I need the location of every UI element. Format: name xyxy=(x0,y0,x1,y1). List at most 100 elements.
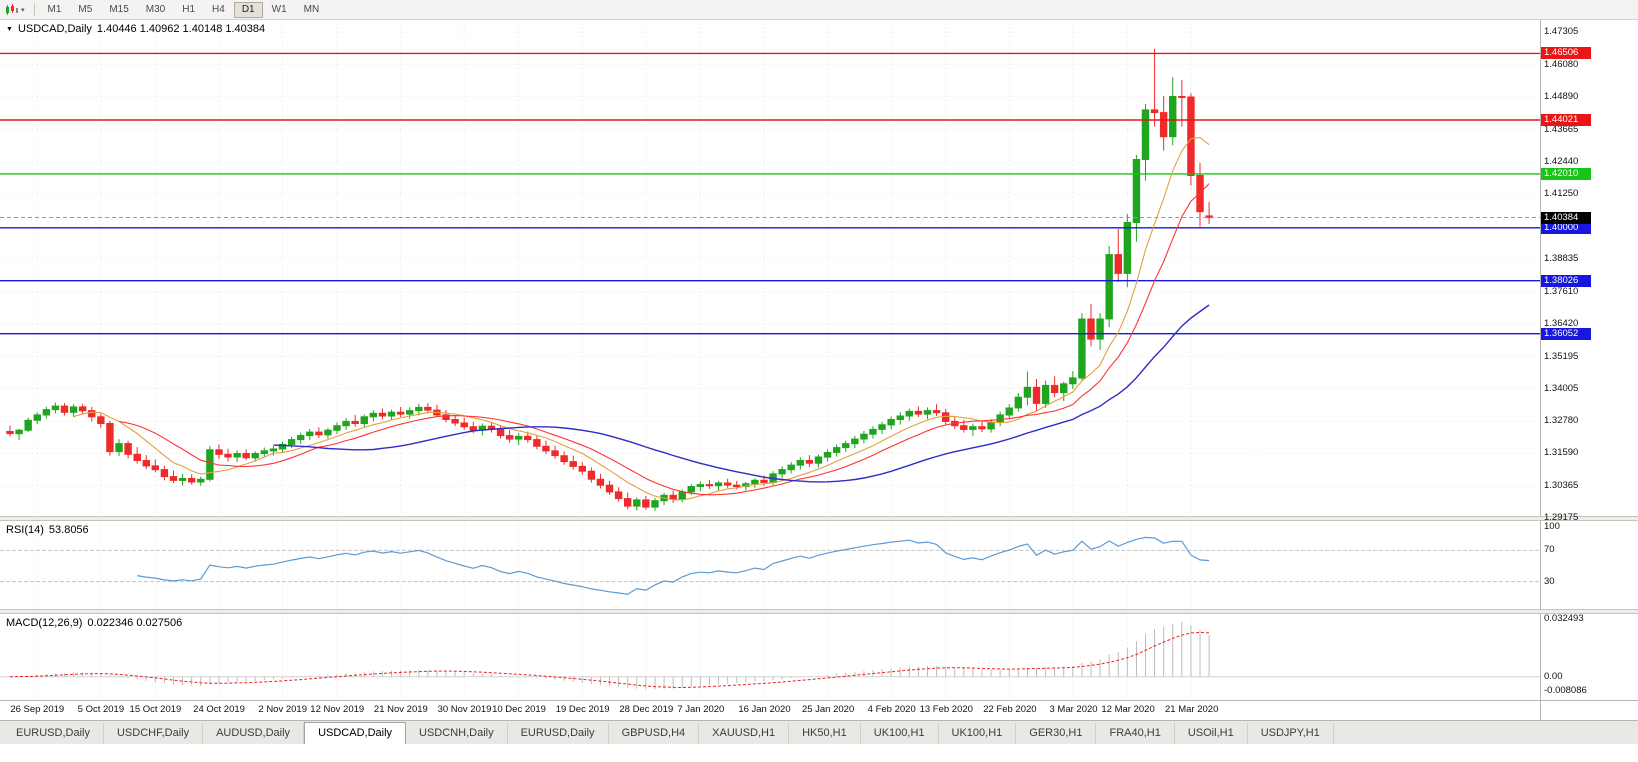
date-axis[interactable]: 26 Sep 2019 5 Oct 2019 15 Oct 2019 24 Oct 2… xyxy=(0,700,1638,720)
axis-tick-label: 1.47305 xyxy=(1544,26,1579,37)
price-line-badge: 1.44021 xyxy=(1541,114,1591,127)
macd-plot[interactable]: MACD(12,26,9) 0.022346 0.027506 xyxy=(0,614,1540,700)
rsi-chart-canvas[interactable] xyxy=(0,521,1540,609)
macd-chart-canvas[interactable] xyxy=(0,614,1540,700)
chart-tab[interactable]: EURUSD,Daily xyxy=(508,723,609,744)
date-tick-label: 12 Nov 2019 xyxy=(310,704,365,715)
macd-indicator-name: MACD(12,26,9) xyxy=(6,617,83,629)
date-tick-label: 4 Feb 2020 xyxy=(867,704,916,715)
candlestick-chart-canvas[interactable] xyxy=(0,20,1540,516)
timeframe-button-group: M1 M5 M15 M30 H1 H4 D1 W1 MN xyxy=(40,1,328,18)
rsi-indicator-name: RSI(14) xyxy=(6,524,44,536)
chart-context-icon[interactable]: ▼ xyxy=(6,25,13,33)
date-tick-label: 30 Nov 2019 xyxy=(437,704,492,715)
date-tick-label: 15 Oct 2019 xyxy=(129,704,182,715)
dropdown-caret-icon[interactable]: ▾ xyxy=(21,6,25,14)
price-line-badge: 1.42010 xyxy=(1541,167,1591,180)
date-tick-label: 3 Mar 2020 xyxy=(1049,704,1098,715)
axis-tick-label: 1.42440 xyxy=(1544,156,1579,168)
date-axis-labels[interactable]: 26 Sep 2019 5 Oct 2019 15 Oct 2019 24 Oct 2… xyxy=(0,701,1540,720)
price-line-badge: 1.40000 xyxy=(1541,221,1591,234)
axis-tick-label: 100 xyxy=(1544,521,1560,532)
axis-tick-label: 1.32780 xyxy=(1544,415,1579,427)
timeframe-button-H1[interactable]: H1 xyxy=(182,3,196,15)
chart-tab[interactable]: USDCAD,Daily xyxy=(304,722,407,745)
chart-tab[interactable]: GER30,H1 xyxy=(1016,723,1097,744)
date-tick-label: 22 Feb 2020 xyxy=(983,704,1037,715)
date-tick-label: 16 Jan 2020 xyxy=(738,704,791,715)
timeframe-toolbar: ▾ M1 M5 M15 M30 H1 H4 D1 W1 MN xyxy=(0,0,1638,20)
axis-tick-label: 1.44890 xyxy=(1544,90,1579,102)
chart-tab[interactable]: USDCNH,Daily xyxy=(406,723,508,744)
rsi-panel: RSI(14) 53.8056 100 70 30 xyxy=(0,521,1638,609)
chart-tab[interactable]: USOil,H1 xyxy=(1175,723,1248,744)
macd-axis[interactable]: 0.032493 0.00 -0.008086 xyxy=(1540,614,1638,700)
date-tick-label: 28 Dec 2019 xyxy=(619,704,674,715)
chart-tab[interactable]: FRA40,H1 xyxy=(1096,723,1175,744)
timeframe-button-H4[interactable]: H4 xyxy=(212,3,225,15)
axis-tick-label: 1.36420 xyxy=(1544,317,1579,329)
date-tick-label: 2 Nov 2019 xyxy=(258,704,307,715)
axis-tick-label: 1.31590 xyxy=(1544,447,1579,459)
axis-tick-label: 0.032493 xyxy=(1544,613,1584,624)
macd-label: MACD(12,26,9) 0.022346 0.027506 xyxy=(6,617,182,629)
axis-tick-label: 1.34005 xyxy=(1544,382,1579,394)
chart-ohlc-values: 1.40446 1.40962 1.40148 1.40384 xyxy=(96,23,266,35)
chart-tab[interactable]: GBPUSD,H4 xyxy=(609,723,700,744)
date-axis-corner xyxy=(1540,701,1638,720)
chart-tab[interactable]: USDJPY,H1 xyxy=(1248,723,1334,744)
price-line-badge: 1.40384 xyxy=(1541,211,1591,224)
panel-splitter[interactable] xyxy=(0,609,1638,614)
timeframe-button-M30[interactable]: M30 xyxy=(145,3,166,15)
timeframe-button-M5[interactable]: M5 xyxy=(78,3,93,15)
date-tick-label: 7 Jan 2020 xyxy=(677,704,725,715)
date-tick-label: 21 Mar 2020 xyxy=(1165,704,1219,715)
price-line-badge: 1.46506 xyxy=(1541,47,1591,60)
chart-symbol-label: USDCAD,Daily xyxy=(17,23,92,35)
chart-type-icon[interactable] xyxy=(4,3,20,17)
timeframe-button-M15[interactable]: M15 xyxy=(109,3,129,15)
panel-splitter[interactable] xyxy=(0,516,1638,521)
chart-tab[interactable]: AUDUSD,Daily xyxy=(203,723,305,744)
price-axis[interactable]: 1.47305 1.46080 1.44890 1.43665 1.42440 1.412… xyxy=(1540,20,1638,523)
macd-indicator-values: 0.022346 0.027506 xyxy=(87,617,183,629)
axis-tick-label: 1.46080 xyxy=(1544,58,1579,70)
date-tick-label: 10 Dec 2019 xyxy=(492,704,546,715)
rsi-axis[interactable]: 100 70 30 xyxy=(1540,521,1638,609)
date-tick-label: 5 Oct 2019 xyxy=(77,704,125,715)
date-tick-label: 21 Nov 2019 xyxy=(373,704,428,715)
timeframe-button-MN[interactable]: MN xyxy=(303,3,320,15)
price-line-badge: 1.38026 xyxy=(1541,274,1591,287)
axis-tick-label: 70 xyxy=(1544,544,1555,556)
axis-tick-label: 1.37610 xyxy=(1544,285,1579,297)
macd-panel: MACD(12,26,9) 0.022346 0.027506 0.032493… xyxy=(0,614,1638,700)
chart-tab[interactable]: HK50,H1 xyxy=(789,723,861,744)
chart-tab[interactable]: UK100,H1 xyxy=(861,723,939,744)
date-tick-label: 19 Dec 2019 xyxy=(555,704,610,715)
timeframe-button-D1[interactable]: D1 xyxy=(233,1,263,18)
chart-tab[interactable]: EURUSD,Daily xyxy=(3,723,104,744)
axis-tick-label: 1.38835 xyxy=(1544,253,1579,265)
chart-tab[interactable]: UK100,H1 xyxy=(939,723,1017,744)
date-tick-label: 24 Oct 2019 xyxy=(193,704,245,715)
axis-tick-label: -0.008086 xyxy=(1544,685,1587,696)
toolbar-separator xyxy=(33,3,35,16)
timeframe-button-W1[interactable]: W1 xyxy=(271,3,287,15)
price-chart-panel: ▼ USDCAD,Daily 1.40446 1.40962 1.40148 1… xyxy=(0,20,1638,523)
axis-tick-label: 1.43665 xyxy=(1544,123,1579,135)
axis-tick-label: 30 xyxy=(1544,575,1555,587)
chart-tabs-bar: EURUSD,Daily USDCHF,Daily AUDUSD,Daily USDC… xyxy=(0,720,1638,745)
bottom-filler xyxy=(0,744,1638,762)
chart-tab[interactable]: USDCHF,Daily xyxy=(104,723,204,744)
chart-title: ▼ USDCAD,Daily 1.40446 1.40962 1.40148 1… xyxy=(6,23,265,35)
date-tick-label: 13 Feb 2020 xyxy=(919,704,973,715)
axis-tick-label: 0.00 xyxy=(1544,670,1563,682)
price-chart-plot[interactable]: ▼ USDCAD,Daily 1.40446 1.40962 1.40148 1… xyxy=(0,20,1540,516)
rsi-plot[interactable]: RSI(14) 53.8056 xyxy=(0,521,1540,609)
axis-tick-label: 1.30365 xyxy=(1544,480,1579,492)
chart-tab[interactable]: XAUUSD,H1 xyxy=(699,723,790,744)
rsi-indicator-value: 53.8056 xyxy=(48,524,89,536)
date-tick-label: 25 Jan 2020 xyxy=(801,704,855,715)
timeframe-button-M1[interactable]: M1 xyxy=(47,3,62,15)
